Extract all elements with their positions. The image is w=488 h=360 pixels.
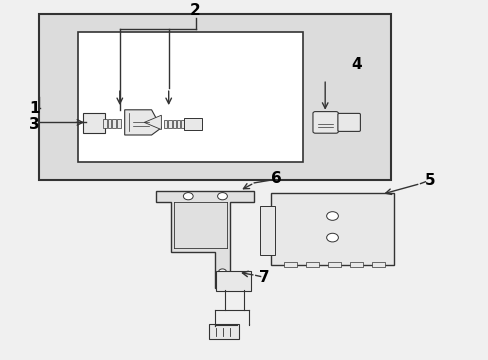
FancyBboxPatch shape [208, 324, 238, 339]
Circle shape [183, 193, 193, 200]
FancyBboxPatch shape [184, 118, 202, 130]
Bar [371, 262, 385, 267]
FancyBboxPatch shape [337, 113, 360, 131]
Bar [327, 262, 341, 267]
Text: 1: 1 [29, 100, 40, 116]
Bar [172, 120, 176, 128]
FancyBboxPatch shape [83, 113, 105, 133]
Bar [168, 120, 171, 128]
Circle shape [326, 212, 338, 220]
Bar [163, 120, 167, 128]
Bar [349, 262, 363, 267]
Bar [112, 119, 116, 128]
Bar [181, 120, 184, 128]
Bar [305, 262, 319, 267]
FancyBboxPatch shape [39, 14, 390, 180]
Polygon shape [144, 115, 161, 130]
Bar [102, 119, 106, 128]
Bar [107, 119, 111, 128]
FancyBboxPatch shape [78, 32, 303, 162]
FancyBboxPatch shape [260, 206, 275, 255]
FancyBboxPatch shape [312, 112, 338, 133]
Text: 6: 6 [270, 171, 281, 186]
FancyBboxPatch shape [216, 271, 250, 291]
FancyBboxPatch shape [271, 193, 393, 265]
Polygon shape [156, 191, 254, 288]
Circle shape [218, 269, 226, 275]
Bar [283, 262, 297, 267]
Text: 2: 2 [190, 3, 201, 18]
Text: 4: 4 [351, 57, 362, 72]
Bar [177, 120, 180, 128]
Text: 7: 7 [258, 270, 269, 285]
Circle shape [326, 233, 338, 242]
Text: 3: 3 [29, 117, 40, 132]
Text: 5: 5 [424, 172, 435, 188]
Bar [117, 119, 121, 128]
Circle shape [217, 193, 227, 200]
Polygon shape [124, 110, 161, 135]
